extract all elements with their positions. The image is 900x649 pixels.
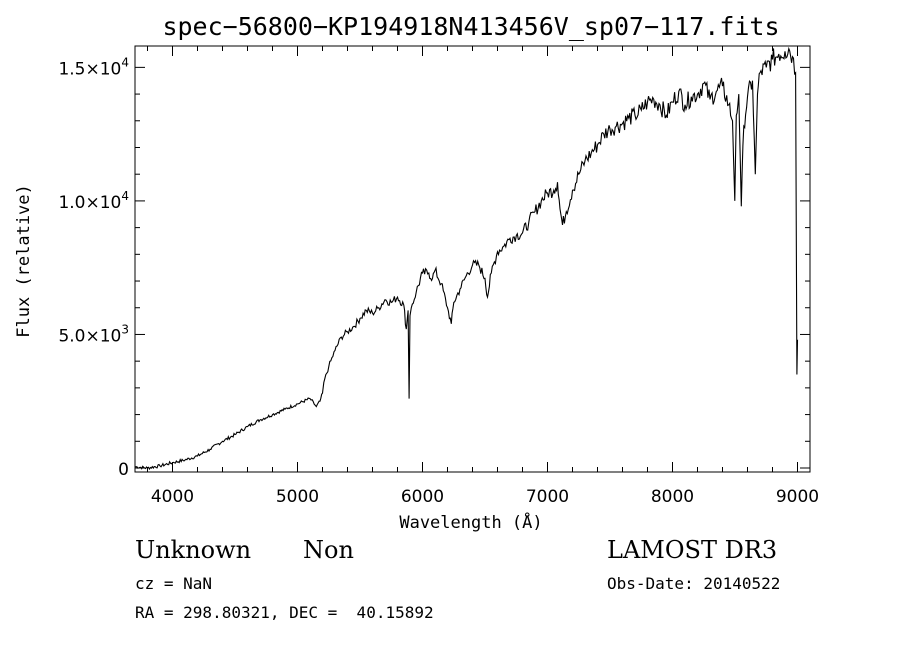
chart-title: spec−56800−KP194918N413456V_sp07−117.fit… bbox=[162, 12, 779, 41]
y-tick-label: 0 bbox=[118, 460, 129, 480]
spectrum-series-line bbox=[134, 46, 799, 471]
class-name: Unknown bbox=[135, 536, 252, 564]
y-tick-label: 1.0×104 bbox=[58, 189, 129, 213]
x-tick-label: 6000 bbox=[401, 487, 444, 507]
redshift-cz: cz = NaN bbox=[135, 574, 213, 593]
x-axis-ticks: 4000 5000 6000 7000 8000 9000 bbox=[147, 46, 819, 507]
coordinates: RA = 298.80321, DEC = 40.15892 bbox=[135, 603, 434, 622]
x-tick-label: 8000 bbox=[651, 487, 694, 507]
survey-name: LAMOST DR3 bbox=[607, 536, 778, 564]
x-tick-label: 4000 bbox=[151, 487, 194, 507]
y-tick-label: 1.5×104 bbox=[58, 55, 129, 79]
x-tick-label: 7000 bbox=[526, 487, 569, 507]
x-axis-label: Wavelength (Å) bbox=[399, 511, 542, 533]
x-tick-label: 9000 bbox=[776, 487, 819, 507]
plot-frame bbox=[134, 45, 811, 473]
observation-date: Obs-Date: 20140522 bbox=[607, 574, 781, 593]
x-tick-label: 5000 bbox=[276, 487, 319, 507]
y-axis-ticks: 0 5.0×103 1.0×104 1.5×104 bbox=[58, 55, 810, 480]
subclass: Non bbox=[303, 536, 354, 564]
y-tick-label: 5.0×103 bbox=[58, 322, 129, 346]
y-axis-label: Flux (relative) bbox=[14, 184, 34, 338]
plot-area bbox=[134, 46, 799, 471]
